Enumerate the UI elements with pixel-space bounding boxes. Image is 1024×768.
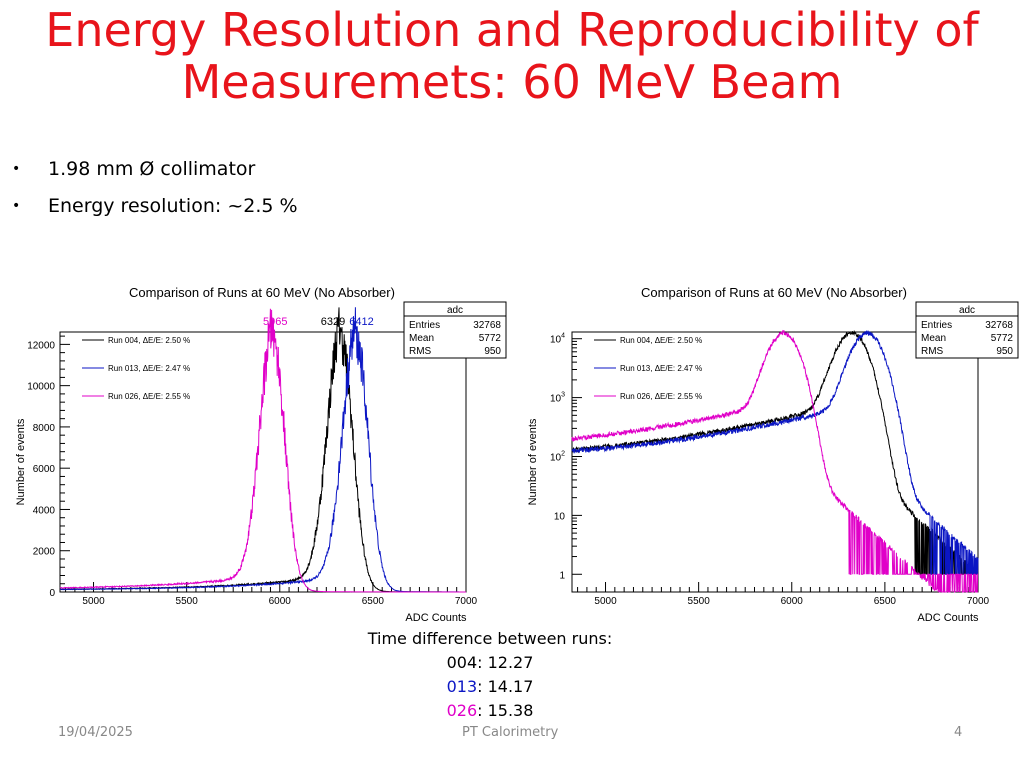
time-difference-notes: Time difference between runs: 004: 12.27… [300,627,680,723]
stats-title: adc [447,305,463,316]
peak-label: 6329 [321,316,345,328]
bullet-dot-icon: • [12,197,21,214]
stats-title: adc [959,305,975,316]
legend-label: Run 004, ΔE/E: 2.50 % [108,336,190,345]
y-tick-label: 8000 [33,423,56,434]
plot-frame [59,331,467,593]
chart-title: Comparison of Runs at 60 MeV (No Absorbe… [641,285,907,300]
title-line-2: Measuremets: 60 MeV Beam [181,55,843,109]
y-tick-label: 102 [550,450,565,463]
slide-title: Energy Resolution and Reproducibility of… [0,4,1024,108]
y-tick-label: 103 [550,392,565,405]
run-value: : 12.27 [477,653,534,672]
x-axis-label: ADC Counts [917,612,979,624]
legend-label: Run 026, ΔE/E: 2.55 % [620,392,702,401]
legend-label: Run 013, ΔE/E: 2.47 % [108,364,190,373]
x-tick-label: 6500 [874,596,897,607]
stats-value: 950 [996,346,1013,357]
bullet-item: • Energy resolution: ~2.5 % [12,187,298,224]
stats-key: Entries [921,320,952,331]
y-tick-label: 10 [554,511,566,522]
series-line [571,330,979,575]
footer-page-number: 4 [954,725,963,740]
y-tick-label: 10000 [27,382,55,393]
series-line [59,308,466,593]
legend-label: Run 004, ΔE/E: 2.50 % [620,336,702,345]
y-tick-label: 2000 [33,547,56,558]
run-value: : 14.17 [477,677,534,696]
y-tick-label: 4000 [33,505,56,516]
run-key: 013 [446,677,478,696]
x-tick-label: 6000 [269,596,292,607]
stats-value: 5772 [479,333,502,344]
stats-key: RMS [921,346,944,357]
y-tick-label: 0 [49,588,55,599]
x-axis-label: ADC Counts [405,612,467,624]
x-tick-label: 7000 [455,596,478,607]
bullet-dot-icon: • [12,160,21,177]
stats-value: 950 [484,346,501,357]
stats-box [403,301,507,359]
x-tick-label: 5500 [688,596,711,607]
stats-key: Mean [921,333,946,344]
x-tick-label: 5000 [594,596,617,607]
x-tick-label: 5500 [176,596,199,607]
x-tick-label: 6000 [781,596,804,607]
stats-box [915,301,1019,359]
bullet-text: 1.98 mm Ø collimator [48,157,256,180]
y-tick-label: 104 [550,333,565,346]
footer-date: 19/04/2025 [58,725,133,740]
x-tick-label: 5000 [82,596,105,607]
series-line [571,329,979,593]
stats-value: 5772 [991,333,1014,344]
stats-key: Entries [409,320,440,331]
y-tick-label: 1 [559,570,565,581]
run-key: 026 [446,701,478,720]
legend-label: Run 026, ΔE/E: 2.55 % [108,392,190,401]
peak-label: 6412 [349,316,373,328]
chart-title: Comparison of Runs at 60 MeV (No Absorbe… [129,285,395,300]
bullet-text: Energy resolution: ~2.5 % [48,194,298,217]
footer-center: PT Calorimetry [462,725,559,740]
run-key: 004 [446,653,478,672]
series-line [571,329,979,575]
stats-value: 32768 [473,320,501,331]
notes-heading: Time difference between runs: [367,629,613,648]
run-value: : 15.38 [477,701,534,720]
y-tick-label: 6000 [33,464,56,475]
x-tick-label: 7000 [967,596,990,607]
stats-key: RMS [409,346,432,357]
x-tick-label: 6500 [362,596,385,607]
series-line [60,307,466,593]
stats-value: 32768 [985,320,1013,331]
log-chart: Comparison of Runs at 60 MeV (No Absorbe… [527,285,1019,624]
peak-label: 5965 [263,316,287,328]
notes-row: 026: 15.38 [300,699,680,723]
y-axis-label: Number of events [15,418,27,505]
legend-label: Run 013, ΔE/E: 2.47 % [620,364,702,373]
stats-key: Mean [409,333,434,344]
bullet-list: • 1.98 mm Ø collimator • Energy resoluti… [12,150,298,224]
notes-row: 013: 14.17 [300,675,680,699]
title-line-1: Energy Resolution and Reproducibility of [45,3,979,57]
y-axis-label: Number of events [527,418,539,505]
y-tick-label: 12000 [27,340,55,351]
bullet-item: • 1.98 mm Ø collimator [12,150,298,187]
linear-chart: Comparison of Runs at 60 MeV (No Absorbe… [15,285,507,624]
notes-row: 004: 12.27 [300,651,680,675]
